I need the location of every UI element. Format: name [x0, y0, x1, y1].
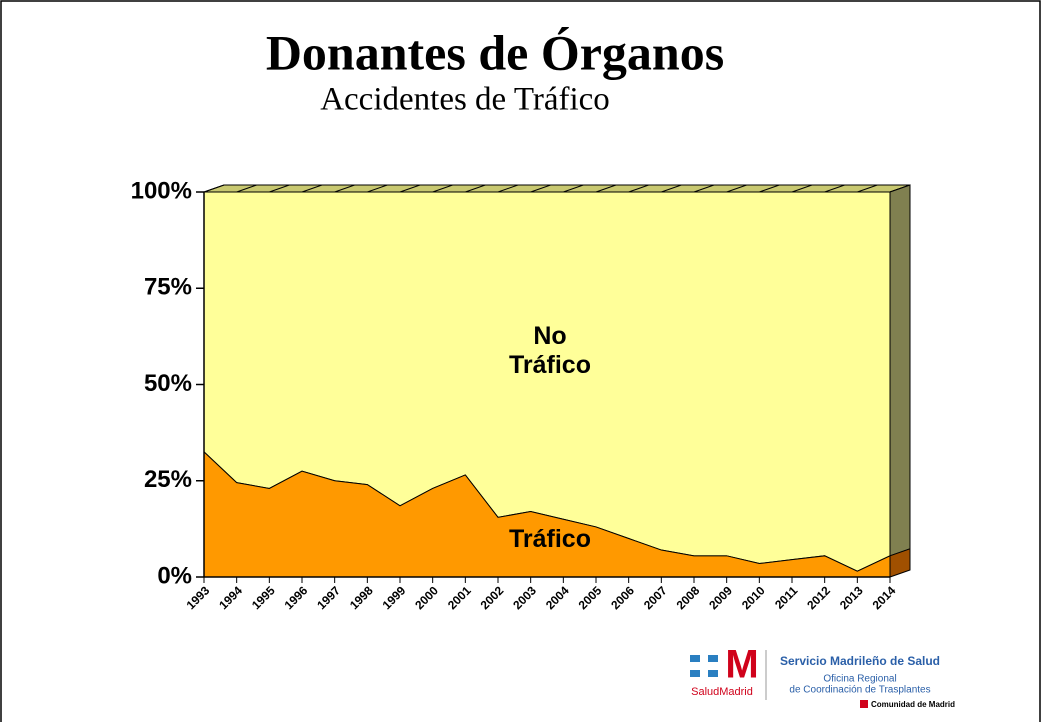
top-face-line — [465, 184, 486, 193]
x-tick-label: 1997 — [314, 583, 343, 612]
series-label: Tráfico — [509, 525, 591, 553]
y-tick-label: 75% — [144, 274, 192, 301]
top-face-line — [301, 184, 323, 193]
top-face-line — [269, 184, 290, 193]
x-tick-label: 2013 — [837, 583, 866, 612]
y-tick-label: 100% — [131, 177, 192, 204]
side-wall — [889, 184, 911, 557]
x-tick-label: 2000 — [412, 583, 441, 612]
x-tick-label: 2007 — [641, 583, 670, 612]
y-tick-label: 0% — [157, 562, 192, 589]
top-face-line — [530, 184, 551, 193]
top-face-line — [203, 184, 225, 193]
x-tick-label: 1995 — [249, 583, 278, 612]
top-face-line — [563, 184, 584, 193]
top-face-line — [367, 184, 388, 193]
chart-title: Donantes de Órganos — [266, 24, 724, 80]
logo-region: Comunidad de Madrid — [871, 700, 955, 709]
x-tick-label: 1999 — [380, 583, 409, 612]
x-tick-label: 2014 — [870, 583, 899, 612]
x-tick-label: 2012 — [804, 583, 833, 612]
x-tick-label: 1998 — [347, 583, 376, 612]
logo-name: Servicio Madrileño de Salud — [780, 654, 940, 668]
logo-flag — [860, 700, 868, 708]
logo-line: Oficina Regional — [823, 674, 896, 685]
logo: M SaludMadrid Servicio Madrileño de Salu… — [686, 643, 955, 709]
top-face-line — [334, 184, 355, 193]
logo-m: M — [725, 643, 758, 687]
top-face-line — [791, 184, 813, 193]
y-tick-label: 50% — [144, 370, 192, 397]
logo-line: de Coordinación de Trasplantes — [789, 685, 930, 696]
x-tick-label: 2009 — [706, 583, 735, 612]
logo-brand: SaludMadrid — [691, 686, 753, 698]
top-face-line — [661, 184, 682, 193]
x-tick-label: 2006 — [608, 583, 637, 612]
series-label: No Tráfico — [509, 322, 591, 379]
top-face-line — [399, 184, 421, 193]
top-face-line — [497, 184, 519, 193]
top-face-line — [628, 184, 649, 193]
x-tick-label: 2003 — [510, 583, 539, 612]
top-face-line — [857, 184, 878, 193]
top-face — [203, 184, 911, 193]
top-face-line — [432, 184, 453, 193]
top-face-line — [236, 184, 257, 193]
x-tick-label: 2004 — [543, 583, 572, 612]
x-tick-label: 2001 — [445, 583, 474, 612]
x-tick-label: 2005 — [576, 583, 605, 612]
top-face-line — [824, 184, 845, 193]
x-tick-label: 2011 — [772, 583, 801, 612]
top-face-line — [693, 184, 715, 193]
y-tick-label: 25% — [144, 466, 192, 493]
area — [203, 450, 891, 578]
top-face-line — [759, 184, 780, 193]
x-tick-label: 2010 — [739, 583, 768, 612]
x-tick-label: 2008 — [674, 583, 703, 612]
chart-subtitle: Accidentes de Tráfico — [320, 82, 610, 118]
x-tick-label: 2002 — [478, 583, 507, 612]
x-tick-label: 1994 — [216, 583, 245, 612]
logo-icon — [686, 662, 722, 670]
top-face-line — [595, 184, 617, 193]
top-face-line — [726, 184, 747, 193]
x-tick-label: 1996 — [282, 583, 311, 612]
